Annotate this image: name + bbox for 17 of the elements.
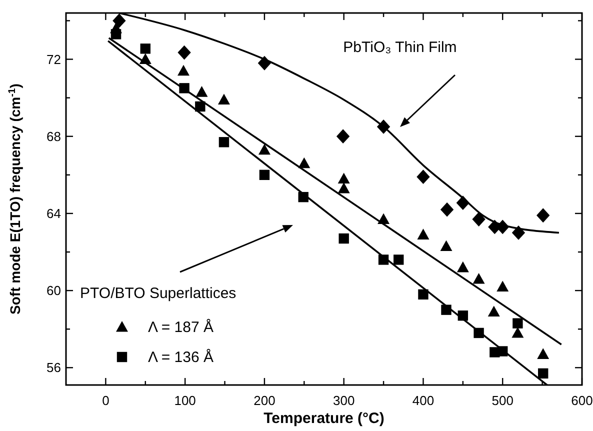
annotation: PbTiO₃ Thin Film [343,39,457,56]
y-tick-label: 56 [46,360,61,376]
legend-label: Λ = 187 Å [148,318,214,336]
x-tick-label: 600 [571,393,593,408]
x-tick-label: 300 [332,393,355,408]
legend-label: Λ = 136 Å [148,348,214,366]
x-axis-title: Temperature (°C) [264,410,384,427]
y-tick-label: 60 [46,283,61,298]
annotation: PTO/BTO Superlattices [80,285,236,302]
x-tick-label: 100 [174,393,196,408]
x-tick-label: 0 [102,393,110,408]
x-tick-label: 200 [254,393,276,408]
y-tick-label: 72 [46,52,61,67]
x-tick-label: 500 [492,393,514,408]
y-tick-label: 68 [46,128,61,144]
y-tick-label: 64 [46,206,61,221]
x-tick-label: 400 [412,393,434,408]
